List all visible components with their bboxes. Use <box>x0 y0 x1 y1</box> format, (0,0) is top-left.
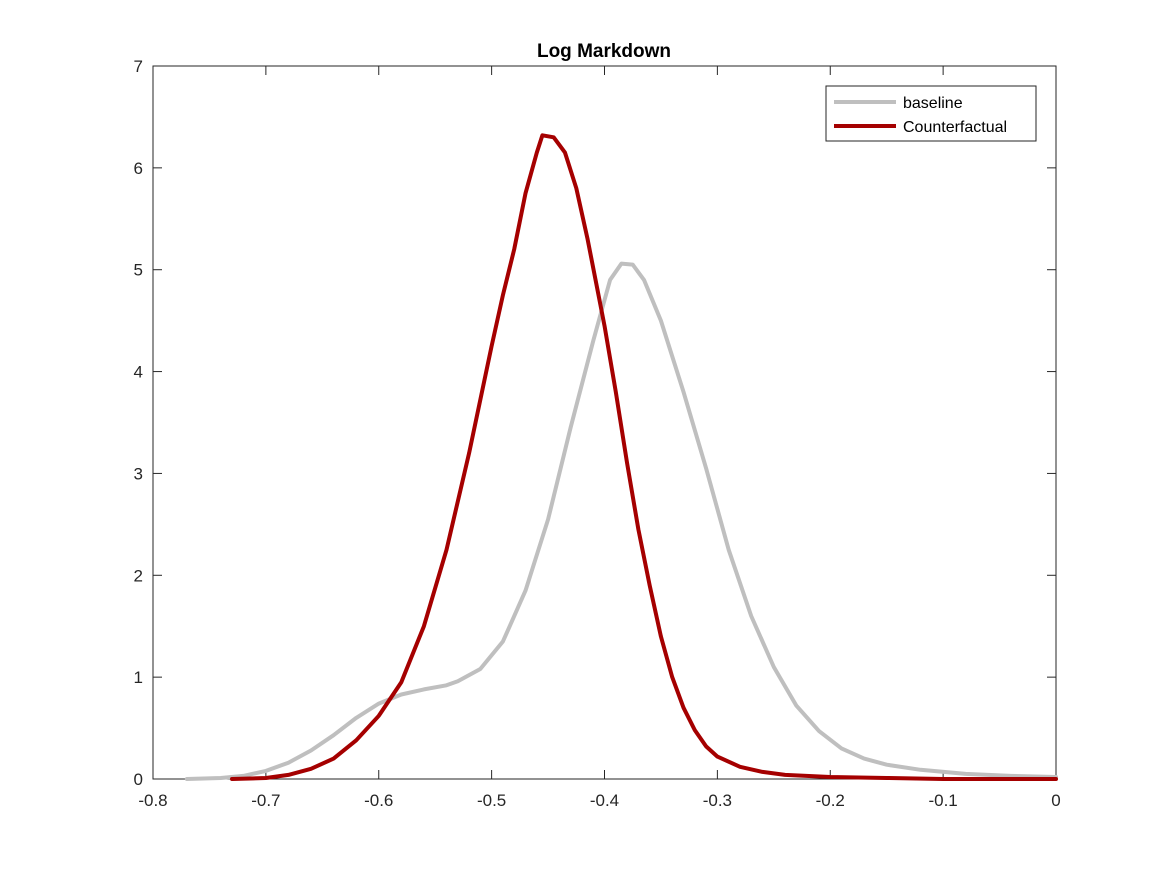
x-tick-label: 0 <box>1051 791 1060 810</box>
x-tick-label: -0.2 <box>816 791 845 810</box>
legend-box <box>825 85 1037 142</box>
legend-label-counterfactual: Counterfactual <box>903 119 1007 136</box>
y-tick-label: 4 <box>134 363 143 382</box>
x-tick-label: -0.3 <box>703 791 732 810</box>
y-tick-label: 2 <box>134 566 143 585</box>
y-tick-label: 0 <box>134 770 143 789</box>
plot-frame <box>152 65 1057 780</box>
y-tick-label: 6 <box>134 159 143 178</box>
x-tick-label: -0.1 <box>928 791 957 810</box>
series-layer <box>184 133 1058 781</box>
x-tick-label: -0.4 <box>590 791 619 810</box>
series-line-counterfactual <box>230 133 1058 781</box>
series-line-baseline <box>184 261 1058 781</box>
chart-title: Log Markdown <box>537 41 671 62</box>
y-tick-label: 5 <box>134 261 143 280</box>
y-tick-label: 7 <box>134 57 143 76</box>
x-tick-label: -0.7 <box>251 791 280 810</box>
y-tick-label: 3 <box>134 464 143 483</box>
legend: baseline Counterfactual <box>825 85 1037 142</box>
legend-label-baseline: baseline <box>903 95 963 112</box>
x-tick-label: -0.6 <box>364 791 393 810</box>
y-tick-label: 1 <box>134 668 143 687</box>
axis-ticks: -0.8 -0.7 -0.6 -0.5 -0.4 -0.3 -0.2 -0.1 0 0 1 2 3 4 5 6… <box>134 57 1061 810</box>
x-tick-label: -0.5 <box>477 791 506 810</box>
x-tick-label: -0.8 <box>138 791 167 810</box>
